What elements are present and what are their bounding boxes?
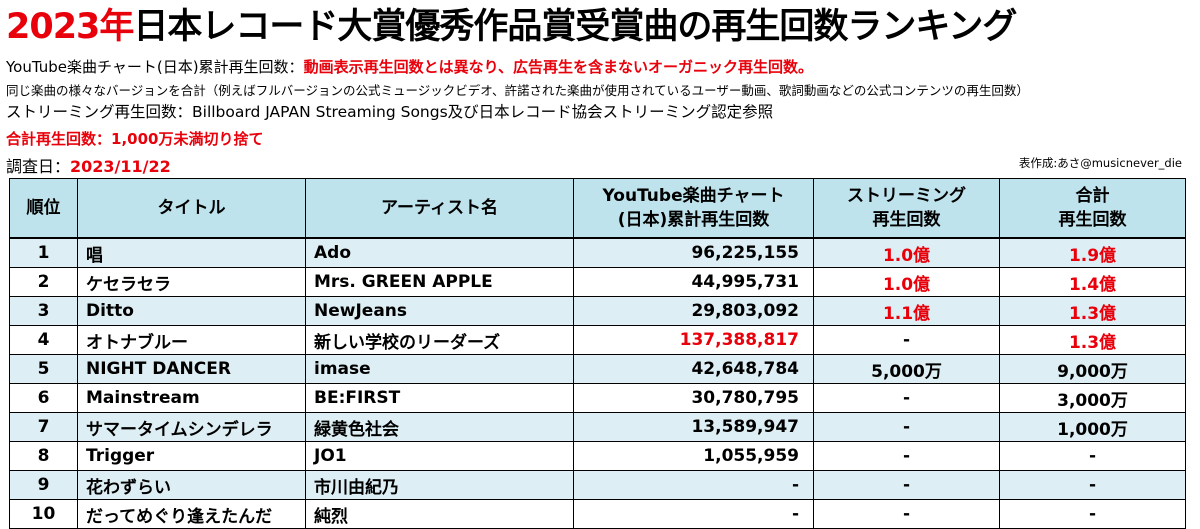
title-cell: サマータイムシンデレラ [77, 412, 306, 442]
rank-cell: 3 [9, 296, 78, 326]
versions-note: 同じ楽曲の様々なバージョンを合計（例えばフルバージョンの公式ミュージックビデオ、… [6, 83, 1029, 98]
total-cell: - [999, 470, 1186, 500]
header-row: 順位 タイトル アーティスト名 YouTube楽曲チャート (日本)累計再生回数 … [9, 178, 1186, 239]
total-note: 合計再生回数：1,000万未満切り捨て [6, 130, 264, 148]
youtube-note-label: YouTube楽曲チャート(日本)累計再生回数： [6, 58, 304, 76]
rank-cell: 2 [9, 267, 78, 297]
header-youtube: YouTube楽曲チャート (日本)累計再生回数 [573, 178, 814, 239]
table-body: 1 唱 Ado 96,225,155 1.0億 1.9億 2 ケセラセラ Mrs… [9, 237, 1186, 529]
artist-cell: NewJeans [305, 296, 574, 326]
rank-cell: 5 [9, 354, 78, 384]
table-row: 2 ケセラセラ Mrs. GREEN APPLE 44,995,731 1.0億… [9, 267, 1186, 297]
header-youtube-line2: (日本)累計再生回数 [617, 210, 770, 230]
youtube-cell: 42,648,784 [573, 354, 814, 384]
total-cell: 1.3億 [999, 296, 1186, 326]
title-cell: NIGHT DANCER [77, 354, 306, 384]
header-streaming-line1: ストリーミング [847, 186, 966, 206]
youtube-cell: - [573, 470, 814, 500]
table-row: 5 NIGHT DANCER imase 42,648,784 5,000万 9… [9, 354, 1186, 384]
total-cell: 3,000万 [999, 383, 1186, 413]
total-cell: 1.4億 [999, 267, 1186, 297]
total-cell: 9,000万 [999, 354, 1186, 384]
streaming-note: ストリーミング再生回数：Billboard JAPAN Streaming So… [6, 103, 774, 121]
page-title: 2023年日本レコード大賞優秀作品賞受賞曲の再生回数ランキング [6, 2, 1017, 52]
rank-cell: 1 [9, 237, 78, 268]
header-total: 合計 再生回数 [999, 178, 1186, 239]
total-cell: 1,000万 [999, 412, 1186, 442]
rank-cell: 7 [9, 412, 78, 442]
streaming-cell: 1.1億 [813, 296, 1000, 326]
title-year: 2023年 [6, 7, 134, 47]
table-row: 4 オトナブルー 新しい学校のリーダーズ 137,388,817 - 1.3億 [9, 325, 1186, 355]
header-total-line2: 再生回数 [1058, 210, 1127, 230]
streaming-cell: - [813, 412, 1000, 442]
artist-cell: BE:FIRST [305, 383, 574, 413]
youtube-note: YouTube楽曲チャート(日本)累計再生回数：動画表示再生回数とは異なり、広告… [6, 56, 813, 77]
rank-cell: 6 [9, 383, 78, 413]
header-total-line1: 合計 [1075, 186, 1110, 206]
credit: 表作成:あさ@musicnever_die [1018, 156, 1182, 170]
streaming-cell: - [813, 325, 1000, 355]
youtube-cell: 13,589,947 [573, 412, 814, 442]
youtube-cell: - [573, 499, 814, 529]
artist-cell: Mrs. GREEN APPLE [305, 267, 574, 297]
title-cell: ケセラセラ [77, 267, 306, 297]
artist-cell: JO1 [305, 441, 574, 471]
rank-cell: 9 [9, 470, 78, 500]
artist-cell: 純烈 [305, 499, 574, 529]
title-cell: 花わずらい [77, 470, 306, 500]
survey-label: 調査日： [6, 157, 71, 176]
header-streaming-line2: 再生回数 [872, 210, 941, 230]
title-cell: オトナブルー [77, 325, 306, 355]
header-youtube-line1: YouTube楽曲チャート [602, 186, 785, 206]
streaming-cell: - [813, 383, 1000, 413]
streaming-cell: 1.0億 [813, 267, 1000, 297]
streaming-cell: 5,000万 [813, 354, 1000, 384]
artist-cell: 市川由紀乃 [305, 470, 574, 500]
streaming-cell: 1.0億 [813, 237, 1000, 268]
streaming-cell: - [813, 470, 1000, 500]
youtube-note-desc: 動画表示再生回数とは異なり、広告再生を含まないオーガニック再生回数。 [303, 58, 813, 76]
title-cell: Mainstream [77, 383, 306, 413]
artist-cell: 緑黄色社会 [305, 412, 574, 442]
title-cell: Ditto [77, 296, 306, 326]
header-rank: 順位 [9, 178, 78, 239]
survey-date: 2023/11/22 [70, 157, 171, 176]
artist-cell: 新しい学校のリーダーズ [305, 325, 574, 355]
artist-cell: Ado [305, 237, 574, 268]
table-row: 1 唱 Ado 96,225,155 1.0億 1.9億 [9, 237, 1186, 268]
table-row: 3 Ditto NewJeans 29,803,092 1.1億 1.3億 [9, 296, 1186, 326]
rank-cell: 10 [9, 499, 78, 529]
streaming-cell: - [813, 499, 1000, 529]
streaming-cell: - [813, 441, 1000, 471]
ranking-table: 順位 タイトル アーティスト名 YouTube楽曲チャート (日本)累計再生回数 … [9, 178, 1186, 529]
table-row: 8 Trigger JO1 1,055,959 - - [9, 441, 1186, 471]
title-cell: Trigger [77, 441, 306, 471]
rank-cell: 4 [9, 325, 78, 355]
youtube-cell: 30,780,795 [573, 383, 814, 413]
title-cell: 唱 [77, 237, 306, 268]
youtube-cell: 96,225,155 [573, 237, 814, 268]
total-cell: - [999, 441, 1186, 471]
survey-date-line: 調査日：2023/11/22 [6, 153, 171, 177]
header-artist: アーティスト名 [305, 178, 574, 239]
youtube-cell: 29,803,092 [573, 296, 814, 326]
header-streaming: ストリーミング 再生回数 [813, 178, 1000, 239]
table-row: 9 花わずらい 市川由紀乃 - - - [9, 470, 1186, 500]
artist-cell: imase [305, 354, 574, 384]
total-cell: 1.9億 [999, 237, 1186, 268]
title-cell: だってめぐり逢えたんだ [77, 499, 306, 529]
youtube-cell: 1,055,959 [573, 441, 814, 471]
table-row: 6 Mainstream BE:FIRST 30,780,795 - 3,000… [9, 383, 1186, 413]
total-cell: - [999, 499, 1186, 529]
title-text: 日本レコード大賞優秀作品賞受賞曲の再生回数ランキング [133, 7, 1017, 47]
rank-cell: 8 [9, 441, 78, 471]
youtube-cell: 137,388,817 [573, 325, 814, 355]
youtube-cell: 44,995,731 [573, 267, 814, 297]
total-cell: 1.3億 [999, 325, 1186, 355]
table-row: 7 サマータイムシンデレラ 緑黄色社会 13,589,947 - 1,000万 [9, 412, 1186, 442]
table-row: 10 だってめぐり逢えたんだ 純烈 - - - [9, 499, 1186, 529]
header-title: タイトル [77, 178, 306, 239]
